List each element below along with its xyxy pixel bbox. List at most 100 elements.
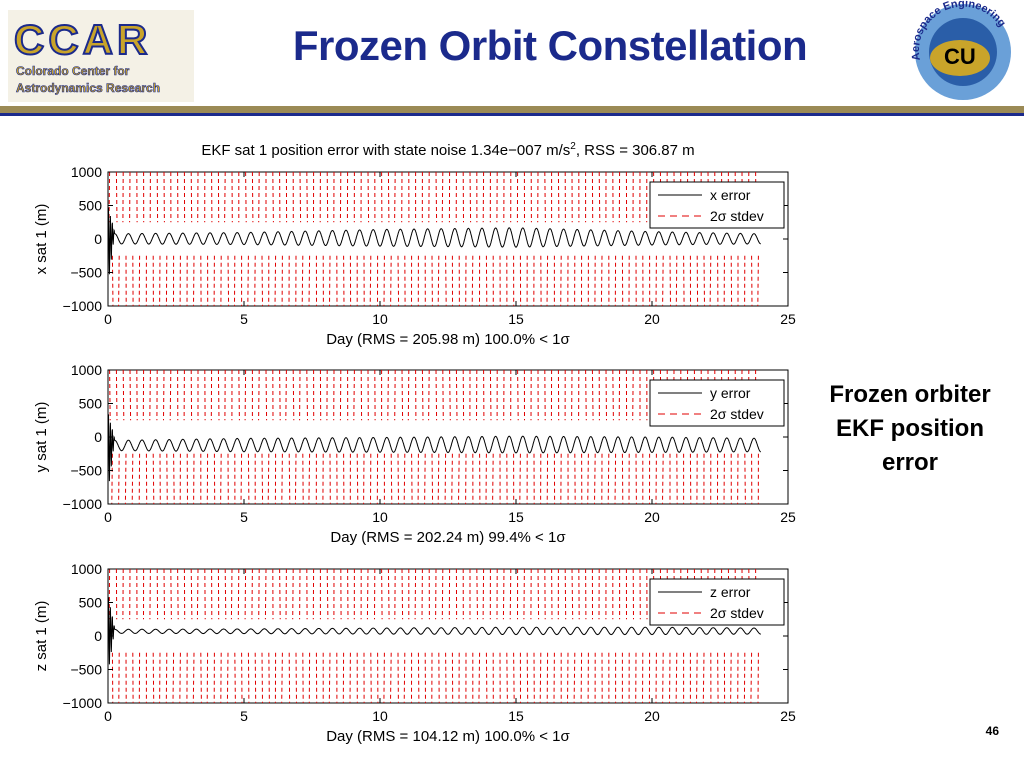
stdev-trace-lower <box>200 652 202 703</box>
stdev-trace-lower <box>458 453 460 504</box>
stdev-trace-upper <box>387 370 389 421</box>
legend-box <box>649 379 785 427</box>
stdev-trace-lower <box>614 453 617 504</box>
error-series-line <box>108 597 761 665</box>
stdev-trace-upper <box>476 569 478 620</box>
stdev-trace-upper <box>381 569 383 620</box>
stdev-trace-upper <box>285 370 287 421</box>
stdev-trace-upper <box>245 172 247 223</box>
stdev-trace-lower <box>471 255 474 306</box>
stdev-trace-upper <box>727 569 730 620</box>
stdev-trace-lower <box>437 255 440 306</box>
stdev-trace-upper <box>169 370 172 421</box>
stdev-trace-upper <box>659 370 662 421</box>
stdev-trace-lower <box>513 652 515 703</box>
stdev-trace-upper <box>544 172 546 223</box>
stdev-trace-lower <box>744 453 746 504</box>
stdev-trace-lower <box>607 453 610 504</box>
x-tick-label: 15 <box>508 708 524 724</box>
stdev-trace-upper <box>455 370 458 421</box>
x-tick-label: 5 <box>240 509 248 525</box>
stdev-trace-lower <box>118 255 120 306</box>
stdev-trace-upper <box>435 172 438 223</box>
stdev-trace-upper <box>251 569 253 620</box>
stdev-trace-upper <box>509 569 512 620</box>
stdev-trace-upper <box>299 172 302 223</box>
stdev-trace-upper <box>571 569 574 620</box>
stdev-trace-lower <box>397 255 400 306</box>
stdev-trace-lower <box>750 652 753 703</box>
stdev-trace-upper <box>115 172 118 223</box>
stdev-trace-lower <box>730 652 732 703</box>
legend-box <box>649 181 785 229</box>
stdev-trace-lower <box>403 453 406 504</box>
y-tick-label: −500 <box>70 265 102 281</box>
stdev-trace-upper <box>306 172 308 223</box>
ccar-logo: CCAR Colorado Center for Astrodynamics R… <box>8 10 194 102</box>
stdev-trace-upper <box>258 370 260 421</box>
stdev-trace-lower <box>417 652 420 703</box>
stdev-trace-lower <box>383 652 385 703</box>
stdev-trace-lower <box>124 453 127 504</box>
title-rule-gold <box>0 106 1024 113</box>
figure-title-main: EKF sat 1 position error with state nois… <box>201 142 571 159</box>
stdev-trace-lower <box>226 652 229 703</box>
stdev-trace-lower <box>261 255 263 306</box>
stdev-trace-upper <box>713 569 716 620</box>
stdev-trace-lower <box>702 652 705 703</box>
stdev-trace-upper <box>122 370 125 421</box>
stdev-trace-lower <box>111 453 113 504</box>
stdev-trace-upper <box>170 569 172 620</box>
stdev-trace-upper <box>264 569 267 620</box>
stdev-trace-lower <box>390 255 392 306</box>
stdev-trace-lower <box>397 453 399 504</box>
stdev-trace-upper <box>265 370 268 421</box>
stdev-trace-lower <box>118 453 120 504</box>
stdev-trace-upper <box>441 172 444 223</box>
stdev-trace-upper <box>238 370 240 421</box>
stdev-trace-upper <box>258 569 260 620</box>
stdev-trace-upper <box>482 569 485 620</box>
stdev-trace-upper <box>224 172 226 223</box>
stdev-trace-upper <box>177 569 179 620</box>
y-tick-label: 500 <box>79 198 103 214</box>
stdev-trace-upper <box>700 569 703 620</box>
y-tick-label: 0 <box>94 628 102 644</box>
y-tick-label: −1000 <box>63 496 103 512</box>
x-tick-label: 20 <box>644 311 660 327</box>
stdev-trace-lower <box>431 453 434 504</box>
stdev-trace-upper <box>326 172 329 223</box>
legend-label-stdev: 2σ stdev <box>710 605 764 621</box>
stdev-trace-upper <box>190 172 193 223</box>
stdev-trace-upper <box>367 172 370 223</box>
stdev-trace-lower <box>165 652 168 703</box>
x-axis-label: Day (RMS = 202.24 m) 99.4% < 1σ <box>330 529 566 546</box>
stdev-trace-lower <box>220 453 222 504</box>
stdev-trace-upper <box>673 172 675 223</box>
stdev-trace-lower <box>193 255 195 306</box>
stdev-trace-upper <box>748 569 750 620</box>
stdev-trace-upper <box>693 569 696 620</box>
stdev-trace-lower <box>594 453 596 504</box>
legend: y error 2σ stdev <box>649 379 785 427</box>
stdev-trace-lower <box>192 652 195 703</box>
stdev-trace-lower <box>580 652 583 703</box>
x-tick-label: 25 <box>780 708 796 724</box>
slide-title: Frozen Orbit Constellation <box>292 22 808 69</box>
stdev-trace-upper <box>217 370 220 421</box>
stdev-trace-lower <box>111 255 114 306</box>
x-tick-label: 15 <box>508 311 524 327</box>
ccar-logo-subtitle-1: Colorado Center for <box>16 64 130 78</box>
stdev-trace-lower <box>411 453 413 504</box>
y-tick-label: 0 <box>94 231 102 247</box>
stdev-trace-upper <box>326 569 329 620</box>
y-axis-label: y sat 1 (m) <box>33 402 50 473</box>
stdev-trace-upper <box>366 569 369 620</box>
page-number: 46 <box>985 724 999 738</box>
stdev-trace-lower <box>696 652 698 703</box>
stdev-trace-upper <box>523 569 525 620</box>
stdev-trace-lower <box>587 453 589 504</box>
stdev-trace-upper <box>108 172 111 223</box>
stdev-trace-lower <box>403 652 406 703</box>
stdev-trace-lower <box>390 652 392 703</box>
